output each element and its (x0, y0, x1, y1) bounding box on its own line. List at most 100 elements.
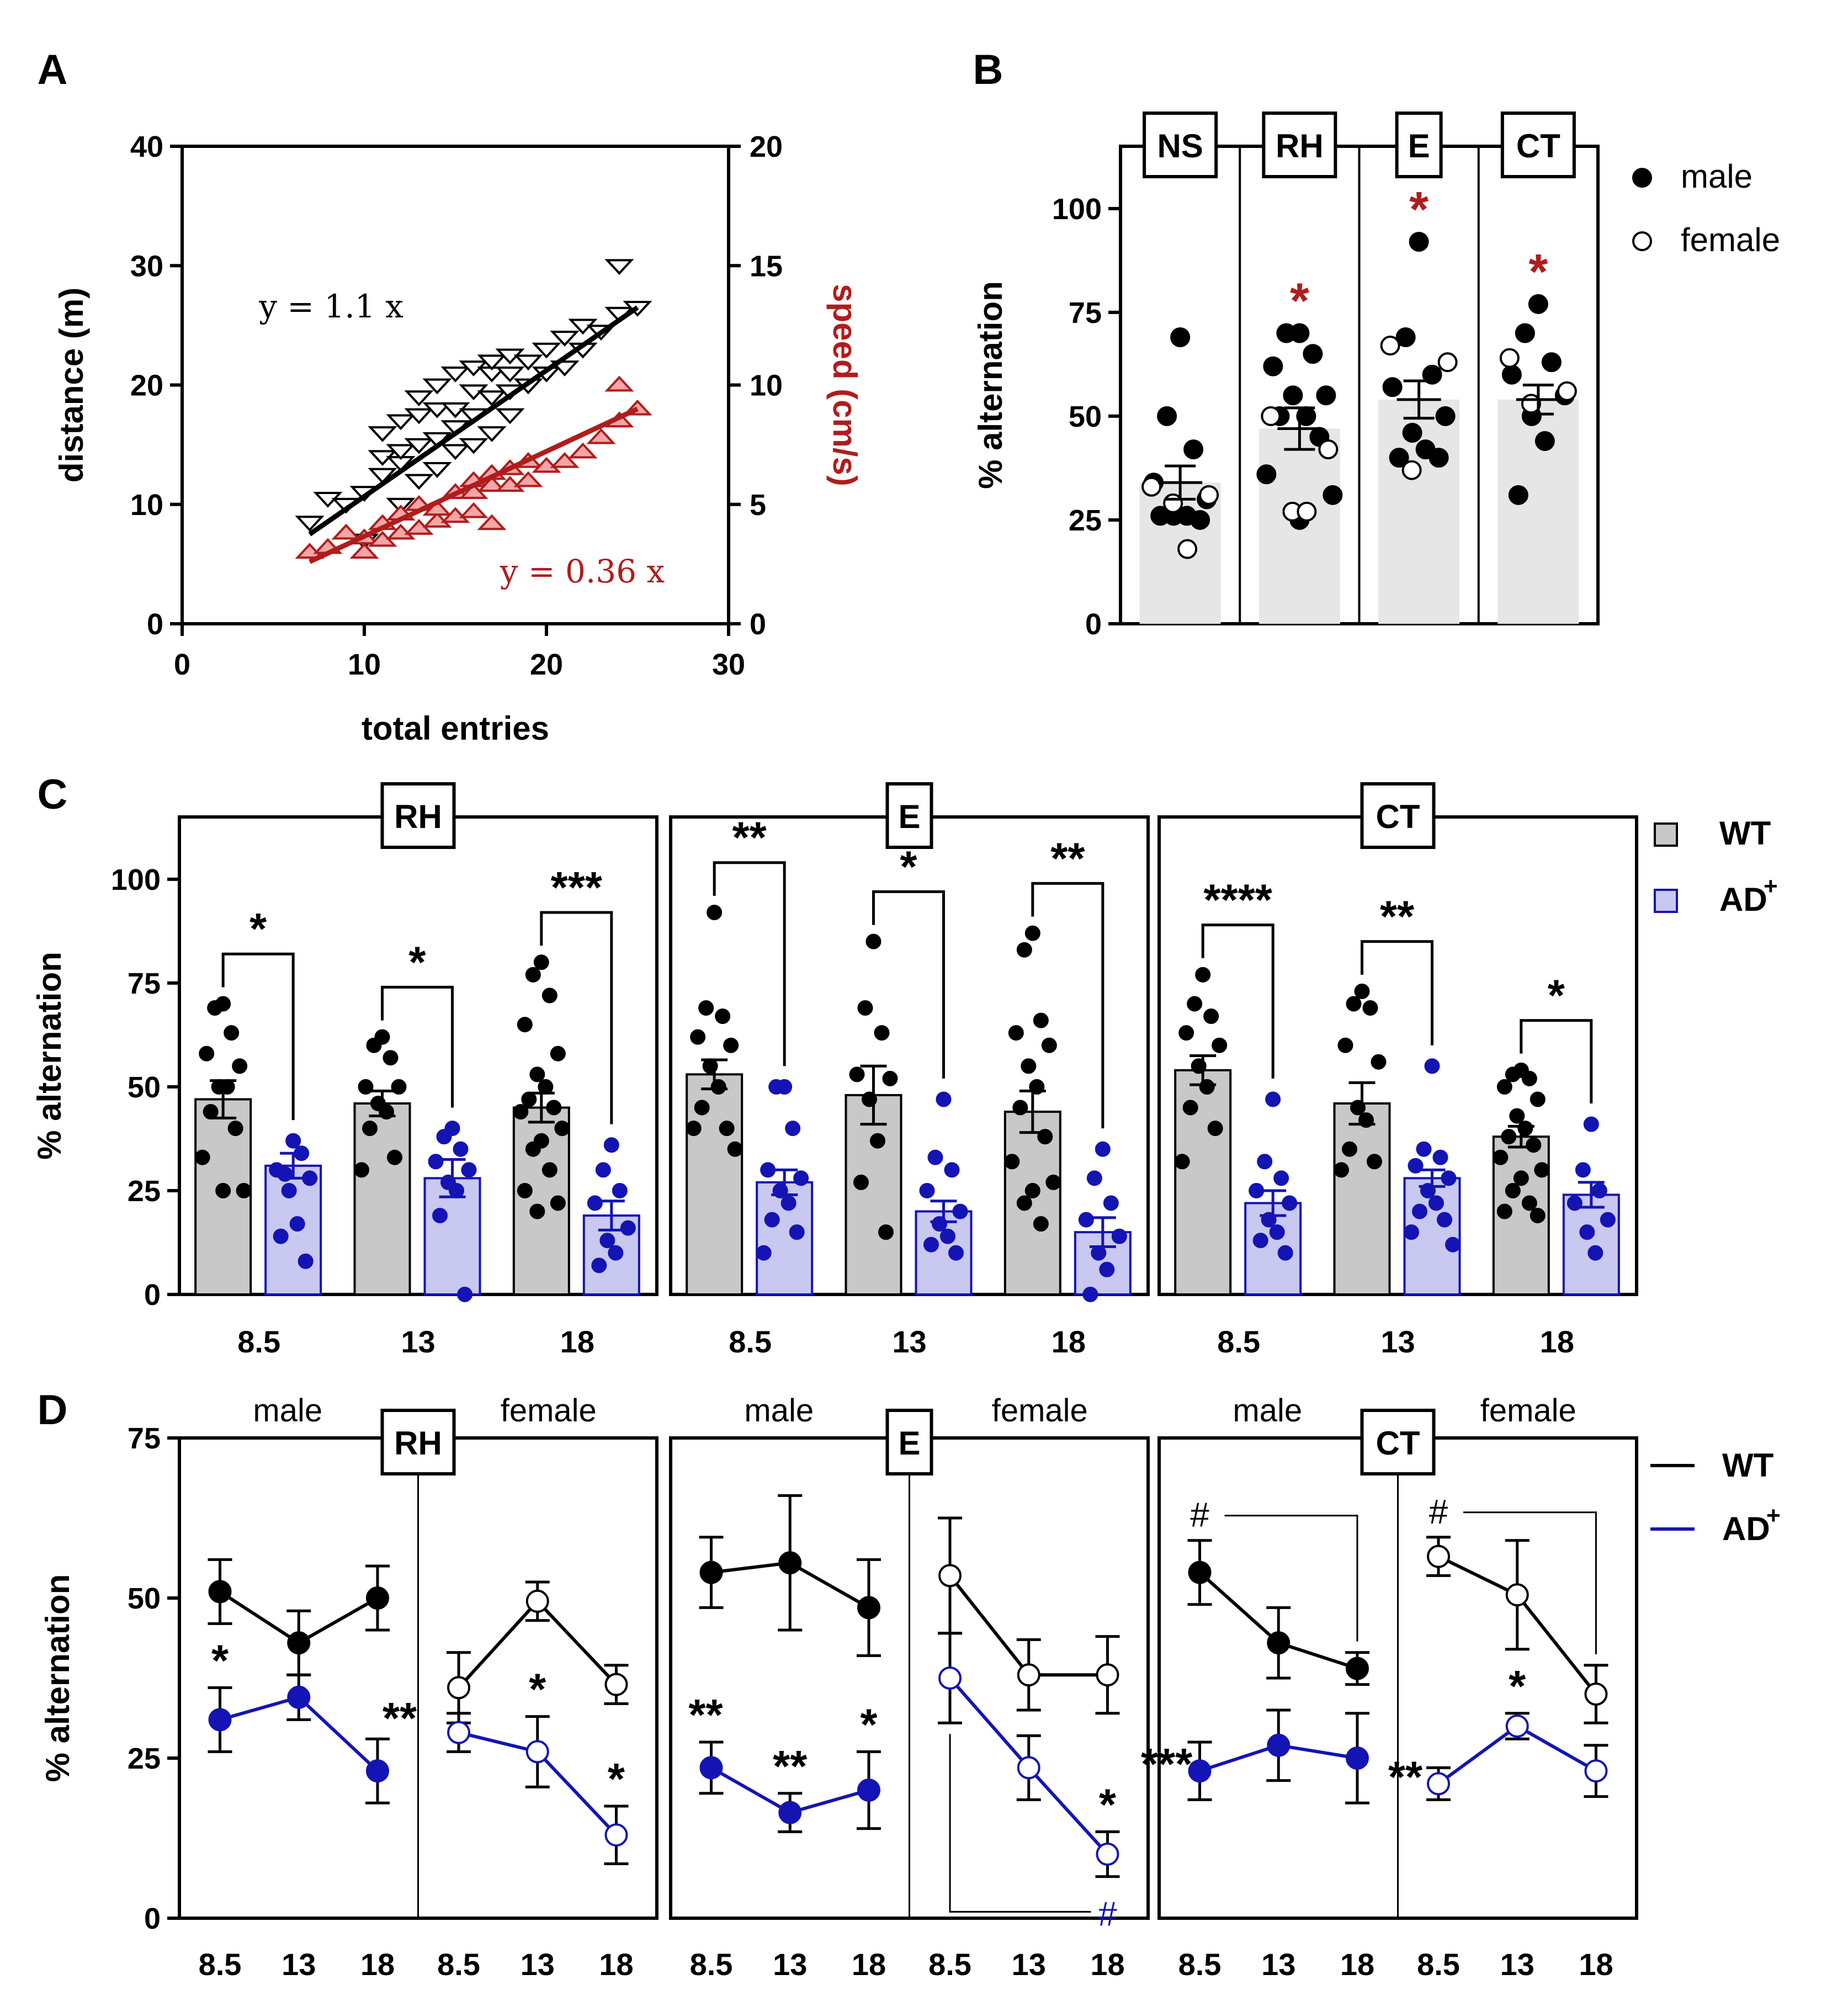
y-tick-label: 20 (130, 369, 163, 402)
hash-marker: # (1190, 1496, 1209, 1535)
bar-wt (845, 1094, 902, 1296)
point-wt (1337, 1037, 1353, 1053)
hash-bracket (1463, 1511, 1597, 1654)
point-male (1382, 377, 1403, 397)
point-ad (1257, 1154, 1273, 1170)
point-wt (541, 1162, 557, 1178)
point-ad (938, 1666, 962, 1690)
point-wt (215, 1182, 231, 1198)
significance-stars: ** (1388, 1752, 1423, 1801)
y-tick-label: 100 (1052, 193, 1102, 226)
point-ad (923, 1236, 939, 1252)
point-wt (1187, 996, 1203, 1012)
significance-stars: ** (1380, 892, 1415, 941)
point-wt (546, 1100, 562, 1116)
significance-stars: *** (1141, 1739, 1193, 1788)
point-male (1256, 464, 1277, 485)
point-wt (366, 1037, 382, 1053)
point-ad (595, 1162, 611, 1178)
x-tick-label: 13 (773, 1947, 807, 1982)
point-wt (208, 1580, 232, 1604)
legend-wt-label: WT (1719, 815, 1771, 852)
point-wt (686, 1121, 702, 1137)
point-wt (870, 1133, 885, 1149)
scatter-point-distance (495, 366, 525, 383)
scatter-point-distance (440, 444, 470, 460)
scatter-point-speed (295, 543, 325, 559)
point-male (1170, 327, 1191, 347)
point-male (1263, 356, 1283, 376)
facet-label-CT: CT (1376, 798, 1420, 835)
point-ad (1345, 1747, 1369, 1770)
point-ad (1082, 1287, 1098, 1302)
y-axis-label: % alternation (972, 281, 1009, 489)
y2-tick-label: 20 (750, 130, 783, 163)
y2-tick-label: 10 (750, 369, 783, 402)
point-wt (690, 1029, 706, 1045)
point-wt (857, 1000, 873, 1016)
point-ad (1579, 1224, 1595, 1240)
point-male (1541, 352, 1562, 373)
scatter-point-distance (495, 408, 525, 424)
point-ad (436, 1129, 452, 1145)
scatter-point-distance (513, 354, 543, 371)
point-ad (1437, 1212, 1452, 1228)
point-ad (1416, 1141, 1432, 1157)
point-wt (1530, 1091, 1546, 1107)
legend-male-label: male (1681, 158, 1753, 195)
point-ad (298, 1253, 314, 1269)
point-wt (517, 1017, 533, 1033)
point-wt (1521, 1195, 1537, 1211)
point-female (1380, 336, 1400, 356)
x-tick-label: 13 (1380, 1324, 1415, 1359)
significance-stars: * (1509, 1662, 1526, 1711)
x-tick-label: 8.5 (1417, 1947, 1460, 1982)
point-wt (1174, 1154, 1190, 1170)
point-wt (1041, 1037, 1057, 1053)
point-wt (387, 1149, 402, 1165)
legend-female-marker (1632, 231, 1652, 251)
point-male (1395, 327, 1416, 347)
point-wt (719, 1121, 735, 1137)
scatter-point-distance (477, 390, 507, 406)
x-tick-label: 13 (282, 1947, 316, 1982)
point-wt (529, 1066, 545, 1082)
point-wt (1178, 1025, 1194, 1041)
significance-star: * (1290, 273, 1309, 328)
point-male (1528, 294, 1548, 314)
point-ad (620, 1220, 636, 1236)
point-wt (1584, 1682, 1608, 1706)
significance-stars: ** (383, 1694, 417, 1743)
significance-stars: * (529, 1665, 546, 1714)
point-wt (525, 967, 541, 983)
point-wt (1016, 1195, 1032, 1211)
x-tick-label: 8.5 (237, 1324, 280, 1359)
point-ad (1587, 1245, 1603, 1261)
point-ad (699, 1756, 723, 1780)
point-ad (289, 1216, 305, 1232)
point-wt (199, 1045, 215, 1061)
point-ad (1432, 1149, 1448, 1165)
point-ad (944, 1162, 960, 1178)
point-wt (727, 1141, 743, 1157)
facet-label-CT: CT (1516, 128, 1560, 164)
y-tick-label: 75 (128, 1422, 161, 1455)
point-male (1508, 485, 1528, 505)
point-wt (1096, 1663, 1119, 1687)
facet-label-box (885, 1409, 933, 1475)
hash-bracket (1224, 1515, 1358, 1642)
fit-line-distance (308, 305, 639, 537)
point-male (1316, 385, 1336, 406)
point-male (1303, 344, 1323, 364)
point-wt (517, 1182, 533, 1198)
scatter-point-distance (459, 438, 488, 454)
x-tick-label: 13 (1261, 1947, 1295, 1982)
point-ad (587, 1195, 603, 1211)
point-wt (723, 1037, 739, 1053)
point-wt (1496, 1079, 1512, 1095)
point-ad (1583, 1116, 1599, 1132)
point-ad (1188, 1759, 1212, 1783)
x-tick-label: 18 (599, 1947, 633, 1982)
y-axis-label: % alternation (31, 952, 68, 1160)
point-ad (1103, 1195, 1119, 1211)
